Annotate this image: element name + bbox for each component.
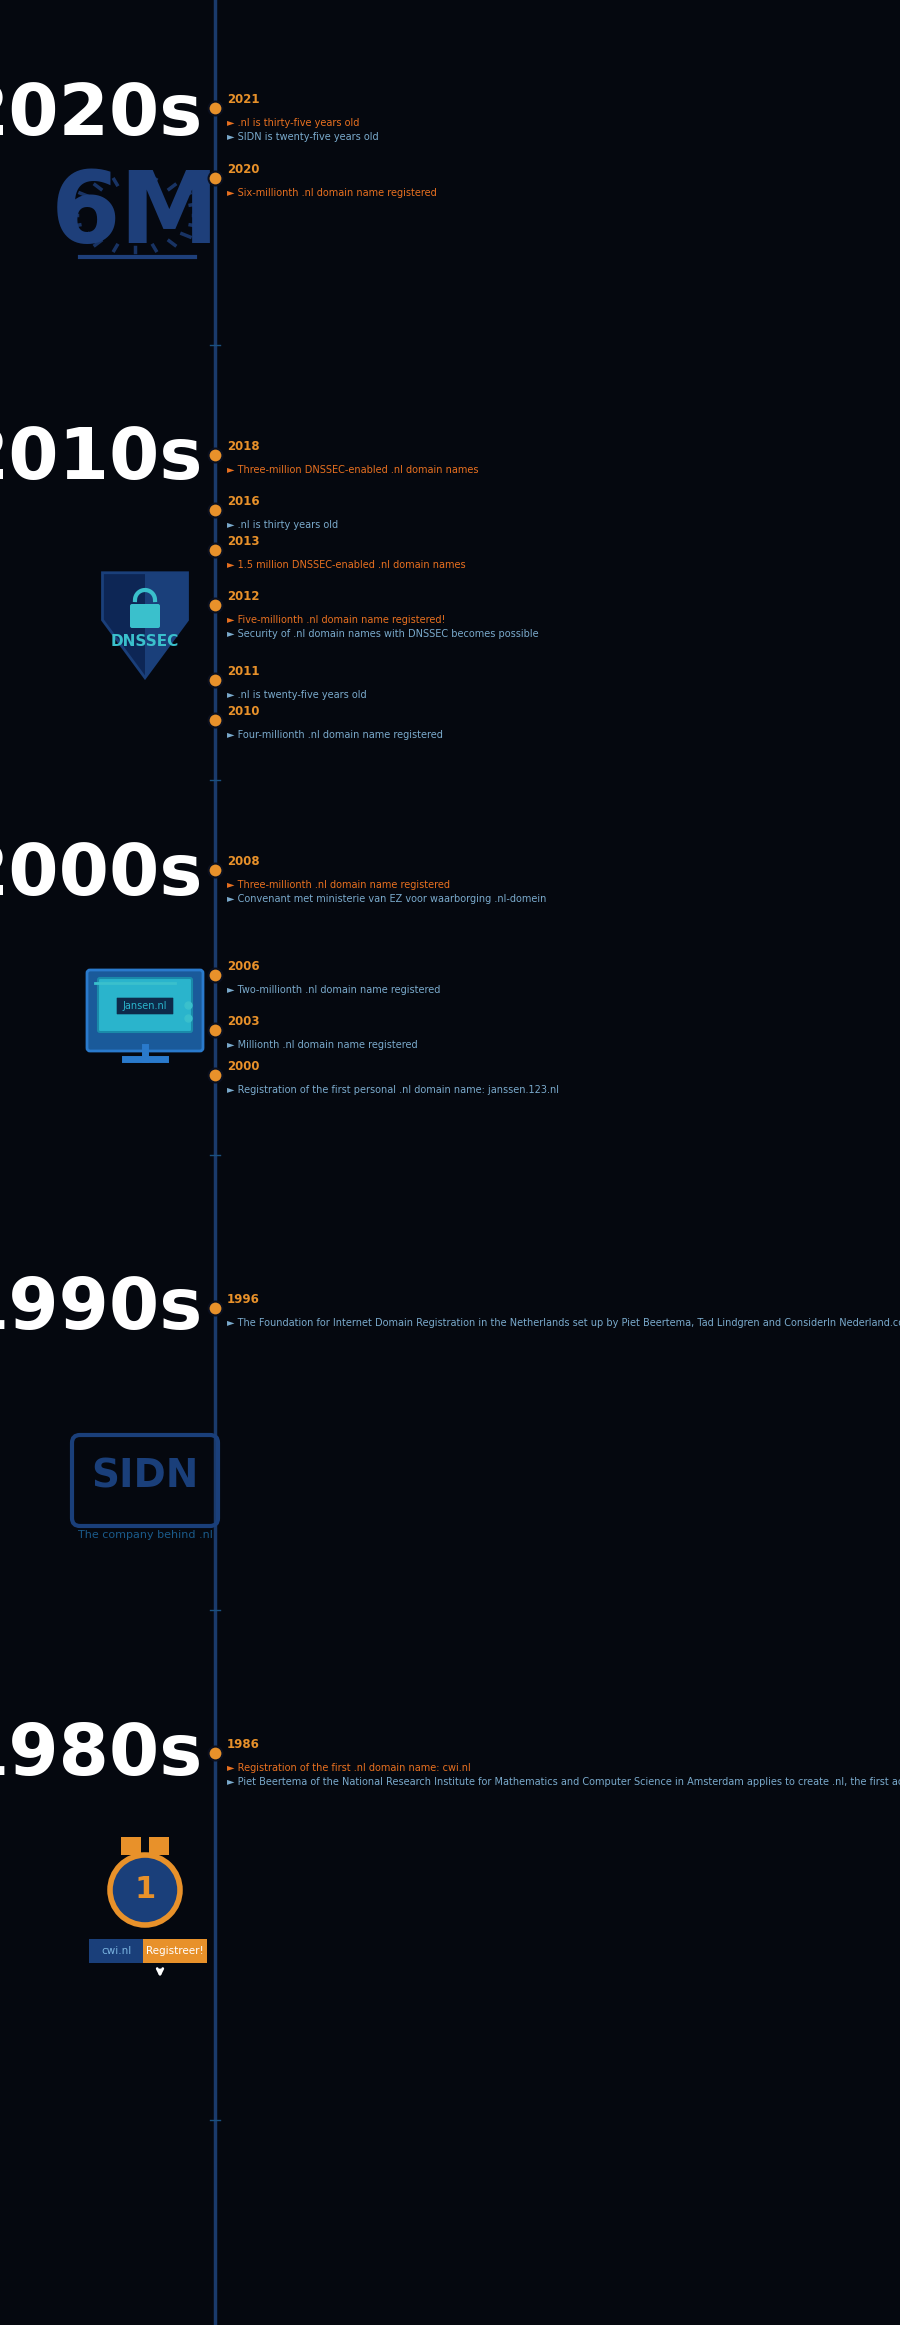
Polygon shape <box>145 572 187 679</box>
FancyBboxPatch shape <box>130 604 160 628</box>
Text: 2013: 2013 <box>227 535 259 549</box>
FancyBboxPatch shape <box>143 1939 207 1962</box>
Text: ► Four-millionth .nl domain name registered: ► Four-millionth .nl domain name registe… <box>227 730 443 739</box>
Text: ► Security of .nl domain names with DNSSEC becomes possible: ► Security of .nl domain names with DNSS… <box>227 630 538 639</box>
Text: ► Piet Beertema of the National Research Institute for Mathematics and Computer : ► Piet Beertema of the National Research… <box>227 1776 900 1788</box>
FancyBboxPatch shape <box>87 970 203 1051</box>
FancyBboxPatch shape <box>98 979 192 1032</box>
Circle shape <box>110 1855 180 1925</box>
Text: 1: 1 <box>134 1876 156 1904</box>
Text: ► Registration of the first personal .nl domain name: janssen.123.nl: ► Registration of the first personal .nl… <box>227 1086 559 1095</box>
Text: 2010s: 2010s <box>0 425 203 495</box>
FancyBboxPatch shape <box>89 1939 143 1962</box>
Text: ► .nl is thirty-five years old: ► .nl is thirty-five years old <box>227 119 359 128</box>
FancyBboxPatch shape <box>149 1837 169 1855</box>
Text: 2020s: 2020s <box>0 81 203 149</box>
Text: 2012: 2012 <box>227 591 259 602</box>
Text: ► Three-millionth .nl domain name registered: ► Three-millionth .nl domain name regist… <box>227 879 450 890</box>
Text: 2000: 2000 <box>227 1060 259 1074</box>
Text: ► Millionth .nl domain name registered: ► Millionth .nl domain name registered <box>227 1039 418 1051</box>
Text: cwi.nl: cwi.nl <box>101 1946 131 1955</box>
Text: 1990s: 1990s <box>0 1276 203 1344</box>
Text: 2018: 2018 <box>227 439 259 453</box>
Text: ► The Foundation for Internet Domain Registration in the Netherlands set up by P: ► The Foundation for Internet Domain Reg… <box>227 1318 900 1328</box>
Text: 2020: 2020 <box>227 163 259 177</box>
FancyBboxPatch shape <box>121 1837 141 1855</box>
Text: Jansen.nl: Jansen.nl <box>122 1002 167 1011</box>
Text: 6M: 6M <box>50 167 220 263</box>
Text: ► Two-millionth .nl domain name registered: ► Two-millionth .nl domain name register… <box>227 986 440 995</box>
Text: 1996: 1996 <box>227 1293 260 1307</box>
Text: ► SIDN is twenty-five years old: ► SIDN is twenty-five years old <box>227 133 379 142</box>
Text: 2006: 2006 <box>227 960 259 972</box>
Text: ► Five-millionth .nl domain name registered!: ► Five-millionth .nl domain name registe… <box>227 616 446 625</box>
Text: 2000s: 2000s <box>0 842 203 909</box>
Text: ► 1.5 million DNSSEC-enabled .nl domain names: ► 1.5 million DNSSEC-enabled .nl domain … <box>227 560 465 570</box>
Polygon shape <box>103 572 145 679</box>
FancyBboxPatch shape <box>116 997 174 1016</box>
Text: The company behind .nl: The company behind .nl <box>77 1530 212 1539</box>
Text: 1986: 1986 <box>227 1739 260 1751</box>
Text: 2016: 2016 <box>227 495 259 507</box>
Text: 2011: 2011 <box>227 665 259 679</box>
Text: 2003: 2003 <box>227 1016 259 1028</box>
Text: 2008: 2008 <box>227 856 259 867</box>
Text: ► Registration of the first .nl domain name: cwi.nl: ► Registration of the first .nl domain n… <box>227 1762 471 1774</box>
Text: ► .nl is thirty years old: ► .nl is thirty years old <box>227 521 338 530</box>
Text: ► Convenant met ministerie van EZ voor waarborging .nl-domein: ► Convenant met ministerie van EZ voor w… <box>227 895 546 904</box>
Text: ► Three-million DNSSEC-enabled .nl domain names: ► Three-million DNSSEC-enabled .nl domai… <box>227 465 479 474</box>
Text: 2021: 2021 <box>227 93 259 107</box>
Text: Registreer!: Registreer! <box>146 1946 204 1955</box>
Text: SIDN: SIDN <box>91 1458 199 1495</box>
Text: 2010: 2010 <box>227 704 259 718</box>
Text: DNSSEC: DNSSEC <box>111 635 179 649</box>
Text: ► .nl is twenty-five years old: ► .nl is twenty-five years old <box>227 691 366 700</box>
Text: 1980s: 1980s <box>0 1720 203 1790</box>
Text: ► Six-millionth .nl domain name registered: ► Six-millionth .nl domain name register… <box>227 188 436 198</box>
